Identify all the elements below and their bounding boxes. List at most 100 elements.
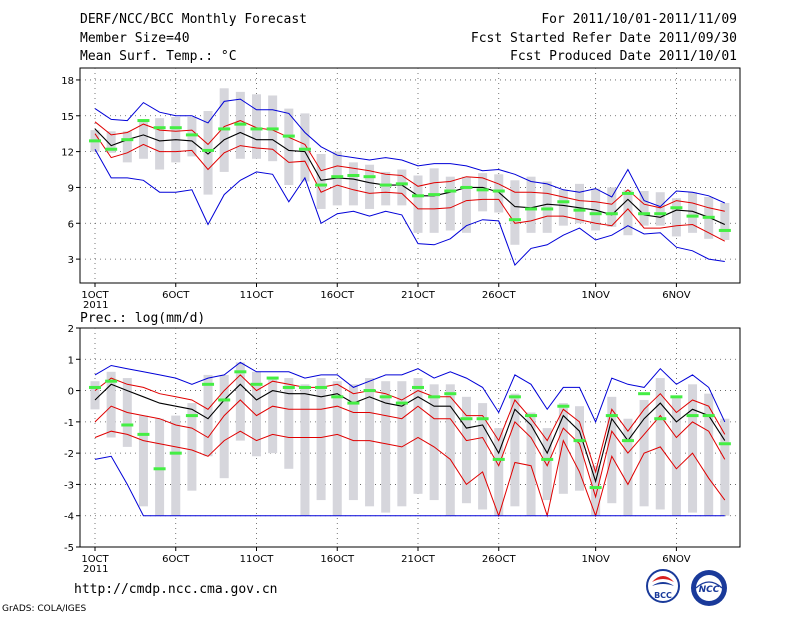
observed-marker bbox=[218, 127, 231, 131]
ensemble-box bbox=[413, 175, 423, 233]
ensemble-box bbox=[413, 378, 423, 494]
ensemble-box bbox=[510, 393, 520, 507]
observed-marker bbox=[347, 174, 360, 177]
ensemble-box bbox=[187, 116, 197, 157]
observed-marker bbox=[202, 382, 215, 386]
series-line-ensemble-max bbox=[94, 98, 726, 208]
ensemble-box bbox=[155, 118, 165, 170]
ensemble-box bbox=[542, 428, 552, 501]
ensemble-box bbox=[478, 173, 488, 212]
observed-marker bbox=[670, 395, 683, 399]
observed-marker bbox=[218, 398, 231, 402]
observed-marker bbox=[363, 389, 376, 393]
ensemble-box bbox=[478, 403, 488, 510]
y-tick-label: 9 bbox=[68, 183, 74, 194]
ensemble-box bbox=[591, 188, 601, 231]
observed-marker bbox=[282, 385, 295, 389]
x-tick-label: 16OCT bbox=[320, 554, 355, 565]
x-tick-label: 6NOV bbox=[662, 554, 691, 565]
precip-panel-title: Prec.: log(mm/d) bbox=[80, 311, 205, 326]
ensemble-box bbox=[300, 113, 310, 182]
observed-marker bbox=[169, 126, 182, 130]
observed-marker bbox=[508, 395, 521, 399]
observed-marker bbox=[202, 148, 215, 152]
x-tick-label: 26OCT bbox=[482, 554, 517, 565]
ensemble-box bbox=[316, 378, 326, 501]
observed-marker bbox=[444, 392, 457, 396]
observed-marker bbox=[137, 119, 150, 123]
ensemble-box bbox=[348, 384, 358, 501]
observed-marker bbox=[589, 486, 602, 490]
observed-marker bbox=[412, 385, 424, 389]
ensemble-box bbox=[623, 189, 633, 236]
observed-marker bbox=[331, 395, 344, 399]
x-tick-label: 11OCT bbox=[240, 290, 275, 301]
y-tick-label: -1 bbox=[64, 418, 74, 429]
series-line-ensemble-mean bbox=[94, 128, 726, 226]
series-line-lower-spread bbox=[94, 399, 726, 499]
observed-marker bbox=[605, 414, 618, 418]
x-tick-label: 1NOV bbox=[581, 290, 610, 301]
ensemble-box bbox=[526, 412, 536, 516]
ensemble-box bbox=[316, 154, 326, 209]
observed-marker bbox=[686, 214, 699, 218]
ensemble-box bbox=[284, 108, 294, 186]
observed-marker bbox=[250, 382, 263, 386]
ensemble-box bbox=[510, 180, 520, 245]
ensemble-box bbox=[720, 418, 730, 516]
panel-temp: 3 6 9 12 15 18 1OCT 6OCT 11OCT 16OCT 21OCT 26OCT 1NO… bbox=[61, 67, 741, 311]
observed-marker bbox=[298, 147, 311, 151]
series-line-ensemble-mean bbox=[94, 383, 726, 484]
x-tick-label: 6OCT bbox=[162, 290, 190, 301]
ensemble-box bbox=[429, 384, 439, 501]
forecast-period: For 2011/10/01-2011/11/09 bbox=[541, 12, 737, 27]
series-line-upper-spread bbox=[94, 120, 725, 212]
ensemble-box bbox=[365, 378, 375, 507]
x-tick-label: 1OCT bbox=[81, 554, 109, 565]
member-size-label: Member Size=40 bbox=[80, 31, 190, 46]
ensemble-box bbox=[575, 183, 584, 224]
observed-marker bbox=[686, 414, 699, 418]
x-tick-label: 16OCT bbox=[320, 290, 355, 301]
series-line-ensemble-max bbox=[94, 361, 726, 424]
ensemble-box bbox=[171, 415, 181, 516]
series-line-ensemble-min bbox=[94, 148, 725, 267]
y-tick-label: 3 bbox=[68, 255, 74, 266]
x-tick-label: 6OCT bbox=[162, 554, 190, 565]
observed-marker bbox=[266, 376, 279, 380]
ensemble-box bbox=[348, 162, 358, 206]
ncc-logo: NCC bbox=[686, 568, 732, 608]
ensemble-box bbox=[106, 131, 116, 153]
observed-marker bbox=[654, 417, 667, 421]
plot-frame bbox=[79, 327, 741, 548]
y-tick-label: 1 bbox=[68, 355, 74, 366]
ensemble-box bbox=[122, 131, 132, 163]
ensemble-box bbox=[235, 362, 245, 441]
observed-marker bbox=[492, 189, 505, 193]
observed-marker bbox=[412, 194, 424, 198]
observed-marker bbox=[541, 457, 554, 461]
observed-marker bbox=[315, 183, 328, 187]
observed-marker bbox=[121, 423, 134, 427]
footer-url[interactable]: http://cmdp.ncc.cma.gov.cn bbox=[74, 582, 278, 597]
observed-marker bbox=[169, 451, 182, 455]
series-line-ensemble-min-lower-red- bbox=[94, 430, 726, 518]
ensemble-box bbox=[526, 176, 536, 233]
x-tick-label: 1OCT bbox=[81, 290, 109, 301]
x-tick-label: 21OCT bbox=[401, 554, 436, 565]
ensemble-box bbox=[655, 378, 665, 510]
ensemble-box bbox=[268, 378, 278, 454]
ensemble-box bbox=[332, 151, 342, 206]
observed-marker bbox=[573, 208, 586, 212]
ensemble-box bbox=[381, 171, 391, 206]
ensemble-box bbox=[445, 176, 455, 231]
y-tick-label: 6 bbox=[68, 219, 74, 230]
x-tick-label: 21OCT bbox=[401, 290, 436, 301]
ensemble-box bbox=[591, 465, 601, 516]
observed-marker bbox=[395, 182, 408, 186]
ensemble-box bbox=[138, 415, 148, 507]
y-tick-label: -4 bbox=[64, 512, 74, 523]
observed-marker bbox=[476, 417, 489, 421]
ensemble-box bbox=[639, 191, 649, 226]
observed-marker bbox=[670, 206, 683, 210]
